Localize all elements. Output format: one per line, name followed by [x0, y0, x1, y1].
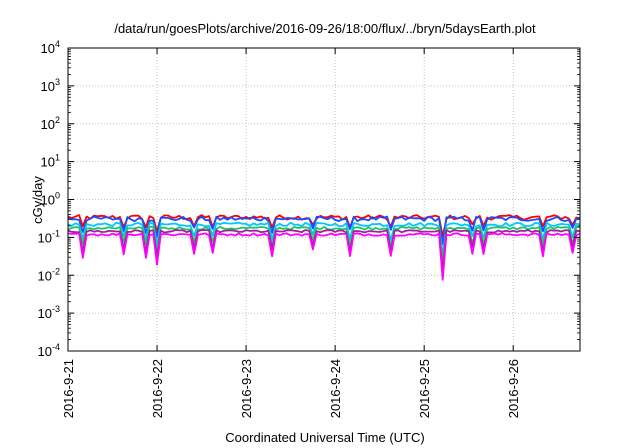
series-line-2 — [67, 215, 581, 246]
y-tick-label: 10-2 — [38, 266, 60, 283]
series-line-3 — [67, 221, 581, 257]
y-tick-label: 100 — [41, 191, 60, 208]
y-ticks: 10-4 10-3 10-2 10-1 100 101 102 103 104 — [38, 39, 580, 359]
y-tick-label: 103 — [41, 77, 60, 94]
y-tick-label: 104 — [41, 39, 60, 56]
y-tick-label: 10-1 — [38, 228, 60, 245]
y-axis-label: cGy/day — [30, 176, 45, 224]
y-tick-label: 10-4 — [38, 342, 60, 359]
x-axis-label: Coordinated Universal Time (UTC) — [225, 430, 424, 445]
y-tick-label: 101 — [41, 153, 60, 170]
x-tick-label: 2016-9-23 — [239, 359, 254, 418]
series-line-4 — [67, 225, 581, 263]
x-tick-label: 2016-9-24 — [328, 359, 343, 418]
x-tick-label: 2016-9-21 — [61, 359, 76, 418]
chart-title: /data/run/goesPlots/archive/2016-09-26/1… — [114, 21, 536, 36]
x-ticks: 2016-9-21 2016-9-22 2016-9-23 2016-9-24 2016… — [61, 48, 521, 418]
series-line-6 — [67, 232, 581, 281]
grid — [68, 48, 580, 351]
x-tick-label: 2016-9-22 — [150, 359, 165, 418]
y-tick-label: 102 — [41, 115, 60, 132]
x-tick-label: 2016-9-25 — [417, 359, 432, 418]
series-line-5 — [67, 229, 581, 273]
y-tick-label: 10-3 — [38, 304, 60, 321]
x-tick-label: 2016-9-26 — [506, 359, 521, 418]
series-group — [67, 214, 581, 281]
